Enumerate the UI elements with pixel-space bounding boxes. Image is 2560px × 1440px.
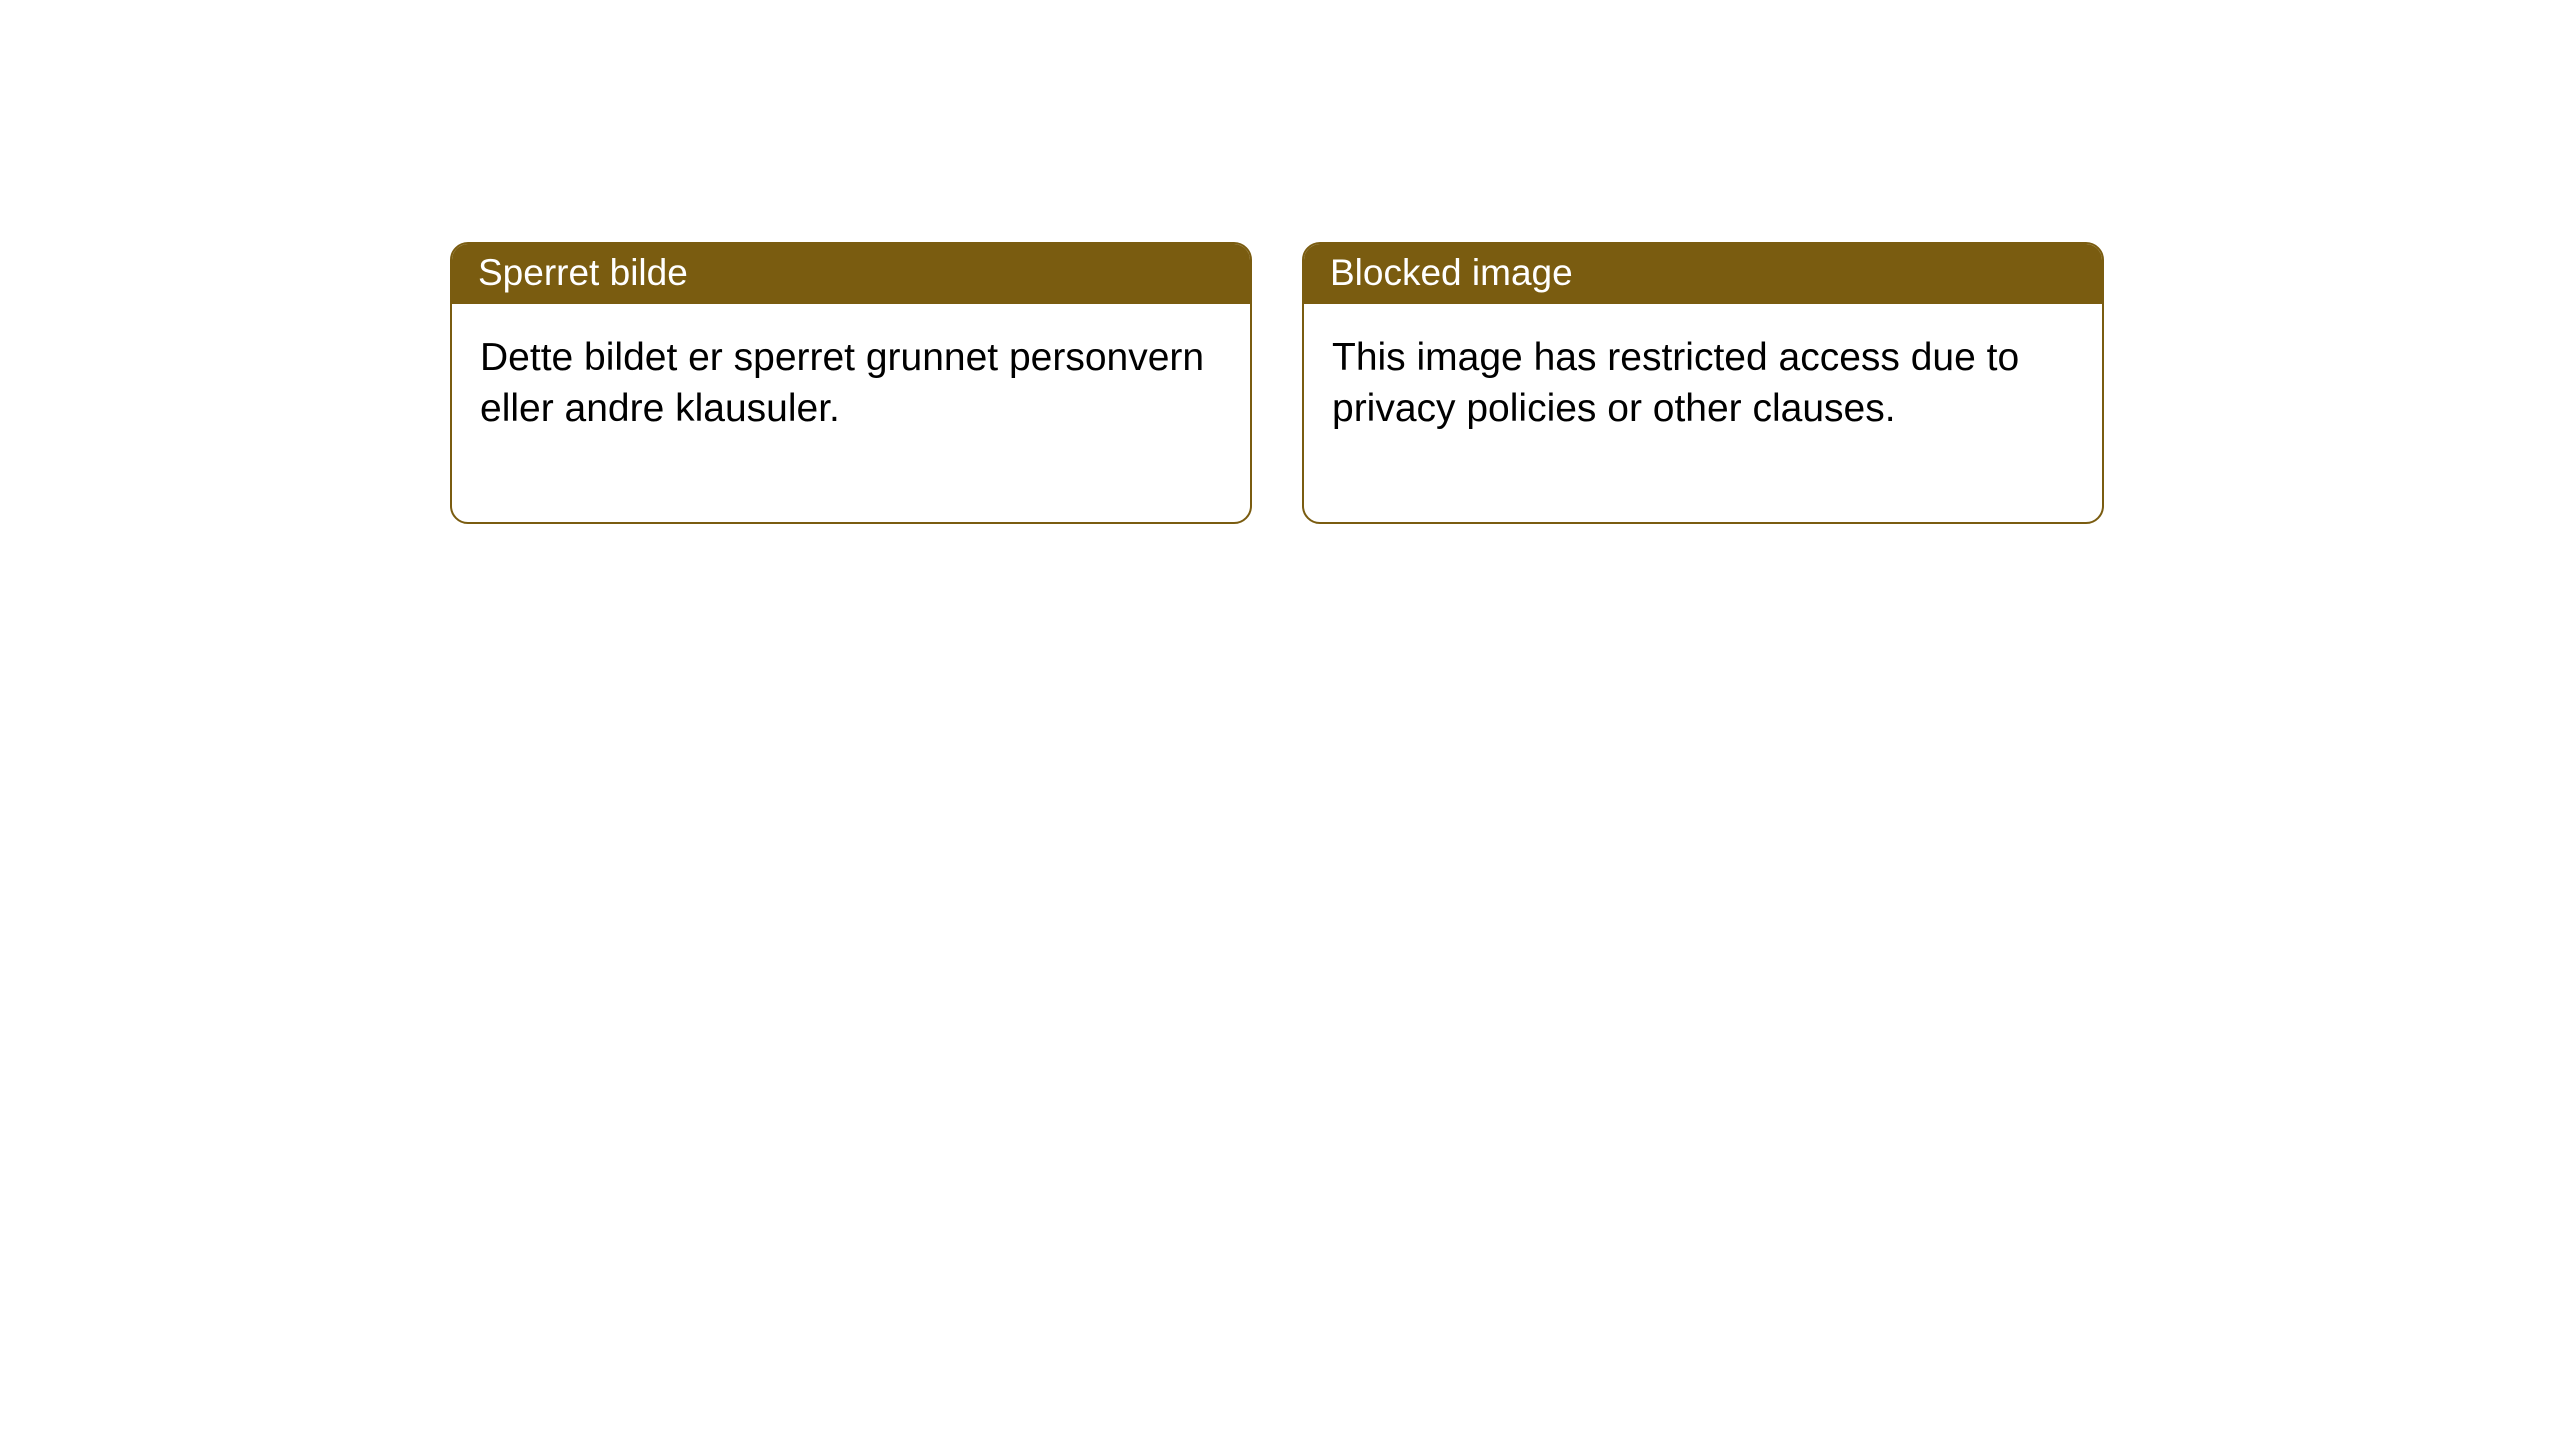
notice-card-english: Blocked image This image has restricted … [1302, 242, 2104, 524]
notice-header: Blocked image [1304, 244, 2102, 304]
notice-body: This image has restricted access due to … [1304, 304, 2102, 522]
notice-container: Sperret bilde Dette bildet er sperret gr… [0, 0, 2560, 524]
notice-header: Sperret bilde [452, 244, 1250, 304]
notice-body: Dette bildet er sperret grunnet personve… [452, 304, 1250, 522]
notice-card-norwegian: Sperret bilde Dette bildet er sperret gr… [450, 242, 1252, 524]
